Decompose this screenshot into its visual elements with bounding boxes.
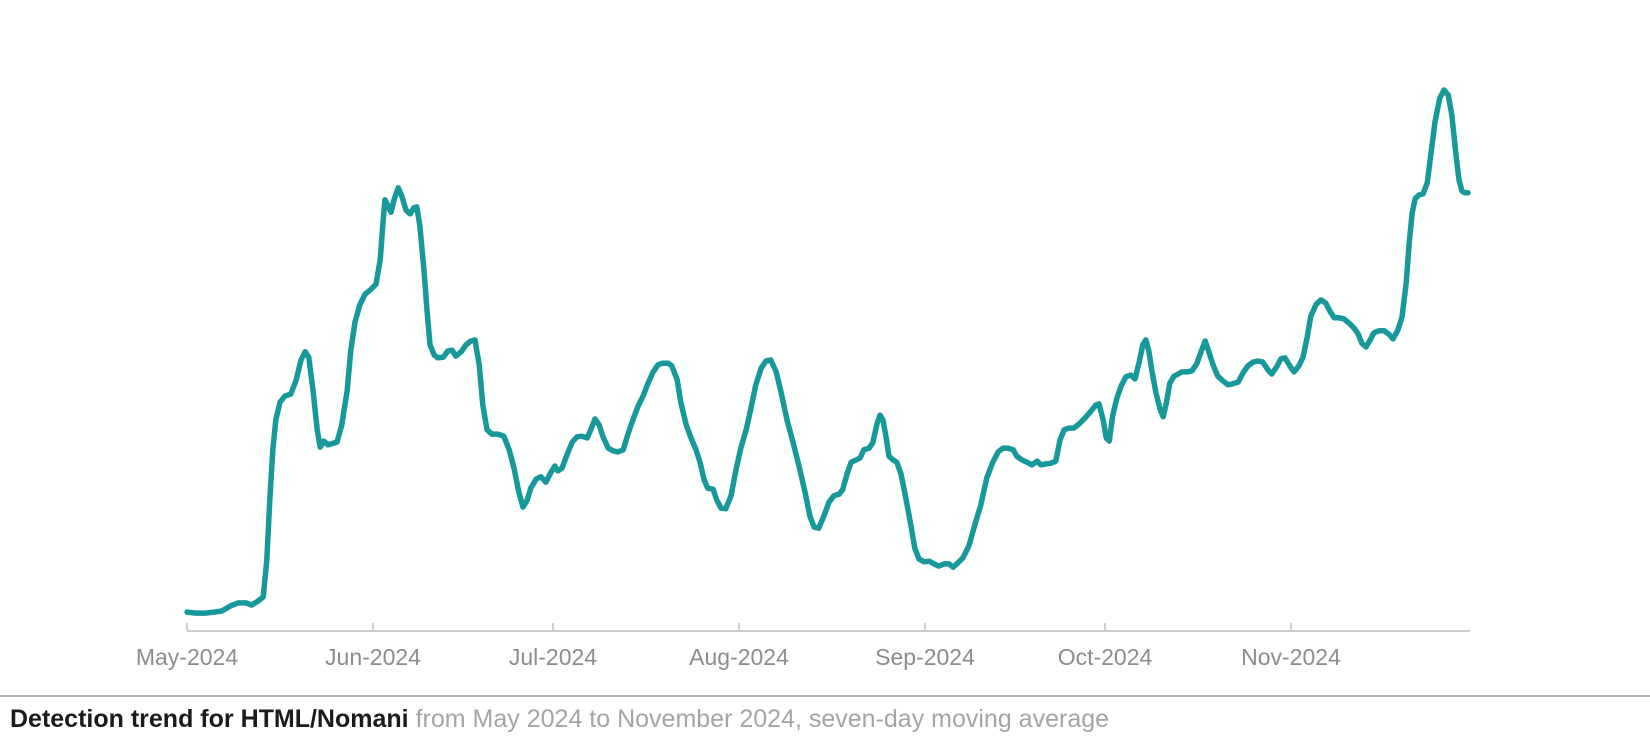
detection-trend-chart: May-2024 Jun-2024 Jul-2024 Aug-2024 Sep-2024…	[136, 87, 1471, 670]
x-tick-label: May-2024	[136, 644, 238, 670]
trend-line-series	[184, 87, 1471, 616]
x-tick-label: Sep-2024	[875, 644, 975, 670]
x-tick-label: Jul-2024	[509, 644, 597, 670]
caption-title: Detection trend for HTML/Nomani	[10, 705, 409, 733]
chart-caption: Detection trend for HTML/Nomani from May …	[0, 695, 1650, 734]
x-axis-labels: May-2024 Jun-2024 Jul-2024 Aug-2024 Sep-2024…	[136, 644, 1341, 670]
x-tick-label: Aug-2024	[689, 644, 789, 670]
x-tick-label: Nov-2024	[1241, 644, 1341, 670]
x-tick-label: Jun-2024	[325, 644, 421, 670]
x-axis-ticks	[186, 623, 1292, 630]
caption-subtitle: from May 2024 to November 2024, seven-da…	[415, 705, 1110, 733]
x-tick-label: Oct-2024	[1058, 644, 1153, 670]
